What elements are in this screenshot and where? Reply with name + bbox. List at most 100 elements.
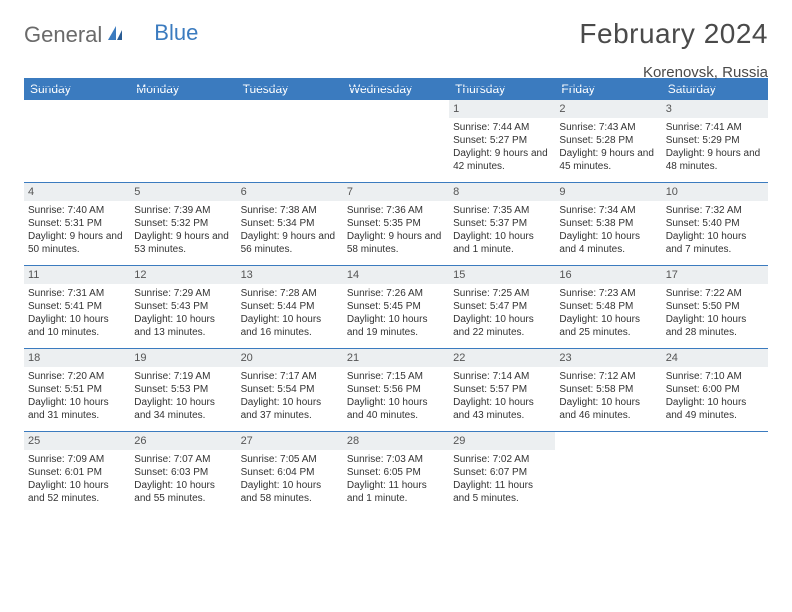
day-number: 17 bbox=[662, 266, 768, 284]
calendar-cell bbox=[24, 100, 130, 182]
sunrise-text: Sunrise: 7:03 AM bbox=[347, 453, 445, 466]
sunrise-text: Sunrise: 7:05 AM bbox=[241, 453, 339, 466]
sunset-text: Sunset: 5:50 PM bbox=[666, 300, 764, 313]
calendar-cell: 29Sunrise: 7:02 AMSunset: 6:07 PMDayligh… bbox=[449, 432, 555, 514]
month-title: February 2024 bbox=[579, 18, 768, 50]
header: General Blue February 2024 bbox=[24, 18, 768, 50]
sunrise-text: Sunrise: 7:35 AM bbox=[453, 204, 551, 217]
daylight-text: Daylight: 9 hours and 42 minutes. bbox=[453, 147, 551, 173]
daylight-text: Daylight: 10 hours and 25 minutes. bbox=[559, 313, 657, 339]
sunset-text: Sunset: 5:34 PM bbox=[241, 217, 339, 230]
calendar-cell: 3 Sunrise: 7:41 AMSunset: 5:29 PMDaylight… bbox=[662, 100, 768, 182]
day-number: 19 bbox=[130, 349, 236, 367]
sunrise-text: Sunrise: 7:07 AM bbox=[134, 453, 232, 466]
calendar-cell bbox=[555, 432, 661, 514]
daylight-text: Daylight: 10 hours and 40 minutes. bbox=[347, 396, 445, 422]
sunrise-text: Sunrise: 7:38 AM bbox=[241, 204, 339, 217]
sunset-text: Sunset: 5:58 PM bbox=[559, 383, 657, 396]
sunset-text: Sunset: 5:44 PM bbox=[241, 300, 339, 313]
day-number: 21 bbox=[343, 349, 449, 367]
day-number: 4 bbox=[24, 183, 130, 201]
day-number: 28 bbox=[343, 432, 449, 450]
week-row: 18Sunrise: 7:20 AMSunset: 5:51 PMDayligh… bbox=[24, 348, 768, 431]
sunrise-text: Sunrise: 7:26 AM bbox=[347, 287, 445, 300]
day-number: 5 bbox=[130, 183, 236, 201]
sunset-text: Sunset: 5:32 PM bbox=[134, 217, 232, 230]
daylight-text: Daylight: 11 hours and 1 minute. bbox=[347, 479, 445, 505]
day-number: 15 bbox=[449, 266, 555, 284]
sunset-text: Sunset: 5:35 PM bbox=[347, 217, 445, 230]
sunrise-text: Sunrise: 7:10 AM bbox=[666, 370, 764, 383]
sunrise-text: Sunrise: 7:41 AM bbox=[666, 121, 764, 134]
calendar-cell: 15Sunrise: 7:25 AMSunset: 5:47 PMDayligh… bbox=[449, 266, 555, 348]
calendar-cell: 19Sunrise: 7:19 AMSunset: 5:53 PMDayligh… bbox=[130, 349, 236, 431]
sunset-text: Sunset: 6:00 PM bbox=[666, 383, 764, 396]
daylight-text: Daylight: 9 hours and 56 minutes. bbox=[241, 230, 339, 256]
sunrise-text: Sunrise: 7:17 AM bbox=[241, 370, 339, 383]
day-number bbox=[662, 432, 768, 450]
sunrise-text: Sunrise: 7:39 AM bbox=[134, 204, 232, 217]
day-number: 2 bbox=[555, 100, 661, 118]
sunset-text: Sunset: 5:54 PM bbox=[241, 383, 339, 396]
daylight-text: Daylight: 10 hours and 34 minutes. bbox=[134, 396, 232, 422]
daylight-text: Daylight: 10 hours and 49 minutes. bbox=[666, 396, 764, 422]
daylight-text: Daylight: 9 hours and 48 minutes. bbox=[666, 147, 764, 173]
sunrise-text: Sunrise: 7:23 AM bbox=[559, 287, 657, 300]
day-number: 24 bbox=[662, 349, 768, 367]
sunrise-text: Sunrise: 7:40 AM bbox=[28, 204, 126, 217]
day-number: 29 bbox=[449, 432, 555, 450]
sunrise-text: Sunrise: 7:09 AM bbox=[28, 453, 126, 466]
daylight-text: Daylight: 10 hours and 22 minutes. bbox=[453, 313, 551, 339]
day-number: 12 bbox=[130, 266, 236, 284]
sunrise-text: Sunrise: 7:15 AM bbox=[347, 370, 445, 383]
sunset-text: Sunset: 6:05 PM bbox=[347, 466, 445, 479]
daylight-text: Daylight: 10 hours and 58 minutes. bbox=[241, 479, 339, 505]
calendar-cell: 24 Sunrise: 7:10 AMSunset: 6:00 PMDayligh… bbox=[662, 349, 768, 431]
sunrise-text: Sunrise: 7:02 AM bbox=[453, 453, 551, 466]
daylight-text: Daylight: 10 hours and 10 minutes. bbox=[28, 313, 126, 339]
daylight-text: Daylight: 10 hours and 28 minutes. bbox=[666, 313, 764, 339]
week-row: 4 Sunrise: 7:40 AMSunset: 5:31 PM Daylight… bbox=[24, 182, 768, 265]
day-number: 27 bbox=[237, 432, 343, 450]
sunrise-text: Sunrise: 7:28 AM bbox=[241, 287, 339, 300]
day-number: 3 bbox=[662, 100, 768, 118]
sunrise-text: Sunrise: 7:14 AM bbox=[453, 370, 551, 383]
sunrise-text: Sunrise: 7:19 AM bbox=[134, 370, 232, 383]
day-number: 14 bbox=[343, 266, 449, 284]
day-number: 1 bbox=[449, 100, 555, 118]
sunset-text: Sunset: 5:31 PM bbox=[28, 217, 126, 230]
calendar-cell: 12Sunrise: 7:29 AMSunset: 5:43 PMDayligh… bbox=[130, 266, 236, 348]
calendar-cell: 8Sunrise: 7:35 AMSunset: 5:37 PMDaylight… bbox=[449, 183, 555, 265]
calendar-cell: 26Sunrise: 7:07 AMSunset: 6:03 PMDayligh… bbox=[130, 432, 236, 514]
calendar-cell: 18Sunrise: 7:20 AMSunset: 5:51 PMDayligh… bbox=[24, 349, 130, 431]
daylight-text: Daylight: 9 hours and 58 minutes. bbox=[347, 230, 445, 256]
day-number: 20 bbox=[237, 349, 343, 367]
daylight-text: Daylight: 10 hours and 37 minutes. bbox=[241, 396, 339, 422]
location-label: Korenovsk, Russia bbox=[24, 64, 768, 88]
calendar-cell: 2Sunrise: 7:43 AMSunset: 5:28 PMDaylight… bbox=[555, 100, 661, 182]
sunset-text: Sunset: 5:43 PM bbox=[134, 300, 232, 313]
logo-text-general: General bbox=[24, 22, 102, 48]
week-row: 11Sunrise: 7:31 AMSunset: 5:41 PMDayligh… bbox=[24, 265, 768, 348]
sunset-text: Sunset: 6:04 PM bbox=[241, 466, 339, 479]
calendar: Sunday Monday Tuesday Wednesday Thursday… bbox=[24, 78, 768, 514]
sunset-text: Sunset: 5:51 PM bbox=[28, 383, 126, 396]
calendar-cell bbox=[237, 100, 343, 182]
sunrise-text: Sunrise: 7:25 AM bbox=[453, 287, 551, 300]
sunset-text: Sunset: 5:27 PM bbox=[453, 134, 551, 147]
calendar-cell: 5Sunrise: 7:39 AMSunset: 5:32 PMDaylight… bbox=[130, 183, 236, 265]
sunset-text: Sunset: 6:07 PM bbox=[453, 466, 551, 479]
sunset-text: Sunset: 6:03 PM bbox=[134, 466, 232, 479]
calendar-cell: 27 Sunrise: 7:05 AMSunset: 6:04 PMDayligh… bbox=[237, 432, 343, 514]
daylight-text: Daylight: 10 hours and 52 minutes. bbox=[28, 479, 126, 505]
sunset-text: Sunset: 5:56 PM bbox=[347, 383, 445, 396]
sunrise-text: Sunrise: 7:29 AM bbox=[134, 287, 232, 300]
sunset-text: Sunset: 5:29 PM bbox=[666, 134, 764, 147]
day-number: 10 bbox=[662, 183, 768, 201]
calendar-cell: 9Sunrise: 7:34 AMSunset: 5:38 PMDaylight… bbox=[555, 183, 661, 265]
calendar-cell: 11Sunrise: 7:31 AMSunset: 5:41 PMDayligh… bbox=[24, 266, 130, 348]
sunrise-text: Sunrise: 7:44 AM bbox=[453, 121, 551, 134]
day-number: 22 bbox=[449, 349, 555, 367]
sunset-text: Sunset: 5:45 PM bbox=[347, 300, 445, 313]
daylight-text: Daylight: 10 hours and 46 minutes. bbox=[559, 396, 657, 422]
